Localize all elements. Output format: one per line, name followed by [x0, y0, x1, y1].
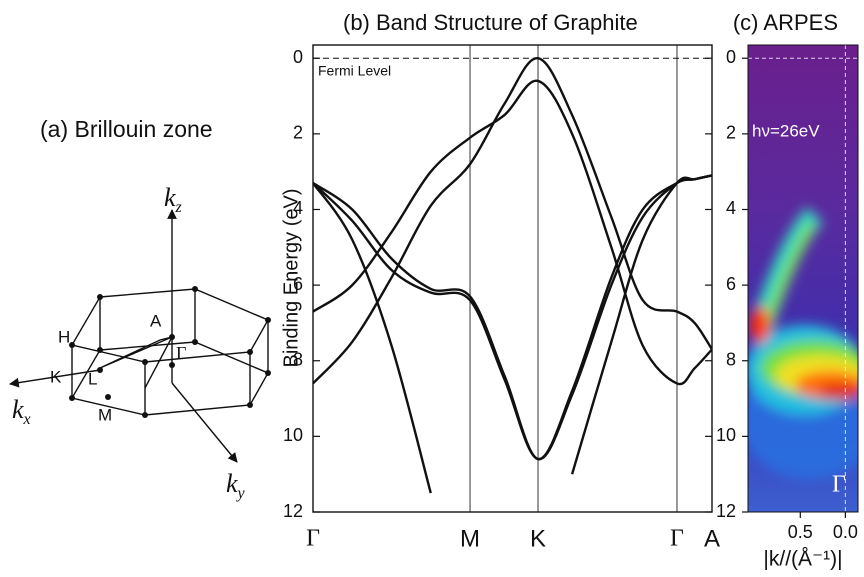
brillouin-zone [10, 210, 271, 462]
x-tick-label: Γ [670, 526, 684, 552]
y-tick-label: 0 [726, 47, 736, 67]
point-label: Γ [832, 472, 846, 498]
axis-label: kx [12, 395, 31, 428]
plot-frame [313, 45, 712, 512]
y-tick-label: 10 [283, 425, 303, 445]
plot-area [313, 45, 712, 512]
ky-axis [172, 383, 237, 462]
x-tick-label: K [530, 525, 546, 552]
axis-label-sub: z [175, 199, 183, 216]
panel-title: (c) ARPES [733, 10, 838, 35]
axis-label-main: k [226, 469, 238, 498]
y-tick-label: 8 [726, 349, 736, 369]
x-axis-label: |k//(Å⁻¹)| [763, 548, 842, 571]
point-label: H [58, 327, 70, 346]
x-tick-label: Γ [306, 526, 320, 552]
point-label: M [98, 405, 112, 424]
irreducible-wedge [100, 337, 172, 368]
y-tick-label: 10 [716, 425, 736, 445]
y-tick-label: 2 [726, 123, 736, 143]
y-tick-label: 6 [726, 274, 736, 294]
axis-label: kz [164, 183, 183, 216]
y-tick-label: 12 [716, 501, 736, 521]
point-label: A [150, 311, 162, 330]
band [313, 81, 712, 384]
point-label: L [88, 369, 97, 388]
axis-label-sub: x [23, 411, 31, 428]
axis-label: ky [226, 469, 246, 502]
band [313, 175, 712, 493]
panel-title: (b) Band Structure of Graphite [343, 10, 638, 35]
y-tick-label: 0 [293, 47, 303, 67]
annotation: hν=26eV [752, 121, 820, 140]
y-tick-label: 12 [283, 501, 303, 521]
point-label: Γ [176, 343, 186, 363]
y-tick-label: 6 [293, 274, 303, 294]
x-tick-label: 0.0 [833, 522, 858, 542]
y-tick-label: 2 [293, 123, 303, 143]
y-tick-label: 4 [293, 198, 303, 218]
y-tick-label: 8 [293, 349, 303, 369]
point-label: K [50, 367, 62, 386]
panel-title: (a) Brillouin zone [40, 116, 213, 142]
figure: (a) Brillouin zone H A K L Γ M kz kx ky … [0, 0, 864, 577]
axis-label-sub: y [236, 485, 246, 502]
x-tick-label: 0.5 [788, 522, 813, 542]
axis-label-main: k [164, 183, 176, 212]
annotation: Fermi Level [318, 63, 391, 79]
x-tick-label: M [460, 525, 480, 552]
axis-label-main: k [12, 395, 24, 424]
y-tick-label: 4 [726, 198, 736, 218]
x-tick-label: A [704, 525, 720, 552]
